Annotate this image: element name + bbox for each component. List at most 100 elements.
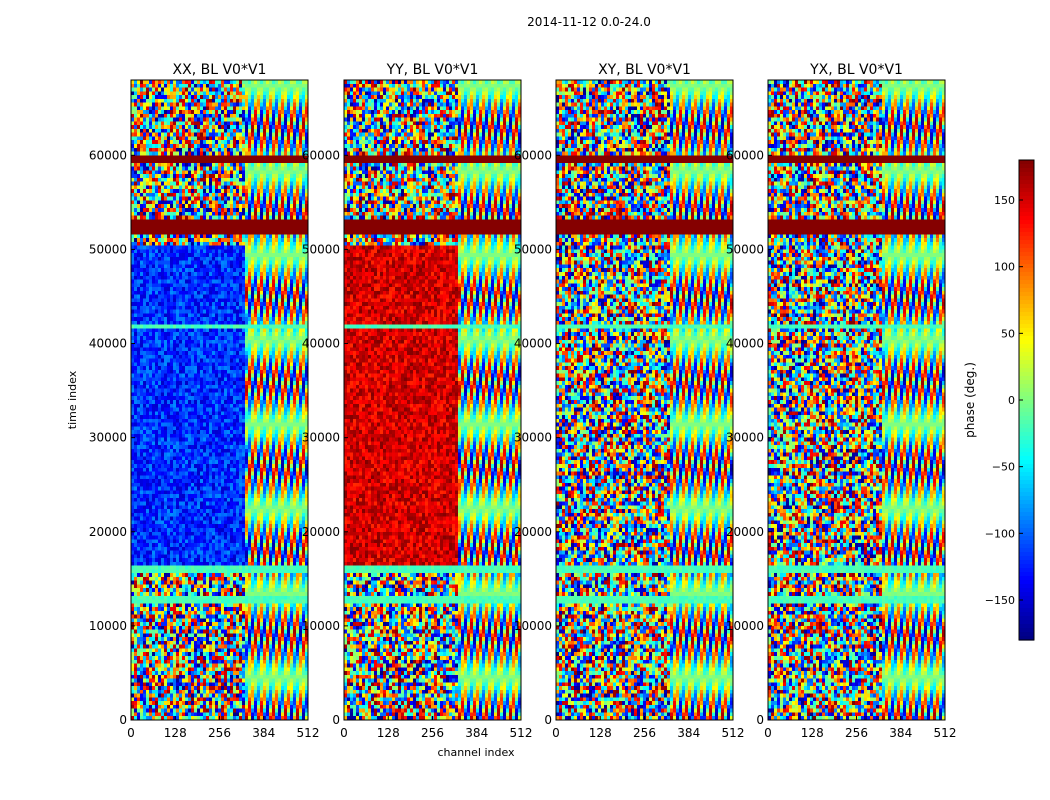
colorbar-segment [1019, 528, 1034, 533]
x-tick-label: 512 [297, 726, 320, 740]
colorbar-segment [1019, 480, 1034, 485]
panel-yx: YX, BL V0*V1 0 128 256 384 512 0 10000 20000 3000… [726, 62, 957, 740]
heatmap-xy [556, 80, 733, 720]
colorbar-segment [1019, 532, 1034, 537]
colorbar-segment [1019, 488, 1034, 493]
colorbar-segment [1019, 216, 1034, 221]
colorbar-segment [1019, 524, 1034, 529]
colorbar-segment [1019, 460, 1034, 465]
colorbar-segment [1019, 224, 1034, 229]
colorbar-segment [1019, 368, 1034, 373]
colorbar-segment [1019, 208, 1034, 213]
colorbar-segment [1019, 328, 1034, 333]
colorbar-segment [1019, 324, 1034, 329]
panel-xx: XX, BL V0*V1 0 128 256 384 512 0 10000 20000 3000… [89, 62, 320, 740]
colorbar-segment [1019, 580, 1034, 585]
y-tick-label: 30000 [89, 431, 127, 445]
colorbar-segment [1019, 496, 1034, 501]
colorbar-segment [1019, 244, 1034, 249]
colorbar-segment [1019, 612, 1034, 617]
colorbar-segment [1019, 624, 1034, 629]
colorbar-tick-label: 50 [1001, 327, 1015, 340]
colorbar-segment [1019, 268, 1034, 273]
colorbar-segment [1019, 540, 1034, 545]
heatmap-yy [344, 80, 521, 720]
colorbar-segment [1019, 544, 1034, 549]
panel-title: YX, BL V0*V1 [809, 62, 903, 78]
colorbar-segment [1019, 288, 1034, 293]
x-tick-label: 384 [677, 726, 700, 740]
colorbar-segment [1019, 200, 1034, 205]
x-tick-label: 0 [340, 726, 348, 740]
colorbar-segment [1019, 160, 1034, 165]
x-tick-label: 512 [722, 726, 745, 740]
y-tick-label: 10000 [514, 619, 552, 633]
colorbar-segment [1019, 504, 1034, 509]
x-tick-label: 256 [633, 726, 656, 740]
colorbar-segment [1019, 556, 1034, 561]
colorbar-segment [1019, 388, 1034, 393]
colorbar-segment [1019, 616, 1034, 621]
colorbar-segment [1019, 276, 1034, 281]
colorbar-tick-label: 0 [1008, 394, 1015, 407]
heatmap-xx [131, 80, 308, 720]
colorbar-segment [1019, 436, 1034, 441]
x-tick-label: 384 [252, 726, 275, 740]
colorbar-segment [1019, 340, 1034, 345]
y-tick-label: 0 [756, 713, 764, 727]
colorbar-segment [1019, 320, 1034, 325]
colorbar-tick-label: 100 [994, 261, 1015, 274]
colorbar-segment [1019, 508, 1034, 513]
colorbar-tick-label: 150 [994, 194, 1015, 207]
colorbar-segment [1019, 428, 1034, 433]
colorbar-segment [1019, 628, 1034, 633]
colorbar-segment [1019, 636, 1034, 641]
y-tick-label: 60000 [726, 148, 764, 162]
x-tick-label: 128 [164, 726, 187, 740]
y-tick-label: 30000 [514, 431, 552, 445]
colorbar-segment [1019, 220, 1034, 225]
y-tick-label: 0 [332, 713, 340, 727]
panel-yy: YY, BL V0*V1 0 128 256 384 512 0 10000 20000 3000… [302, 62, 533, 740]
x-tick-label: 128 [801, 726, 824, 740]
y-tick-label: 20000 [89, 525, 127, 539]
y-axis-label: time index [66, 370, 79, 429]
panel-title: XY, BL V0*V1 [598, 62, 691, 78]
colorbar-segment [1019, 452, 1034, 457]
colorbar-segment [1019, 492, 1034, 497]
x-axis-label: channel index [437, 746, 515, 759]
y-tick-label: 50000 [726, 242, 764, 256]
colorbar-segment [1019, 568, 1034, 573]
y-tick-label: 60000 [514, 148, 552, 162]
colorbar-segment [1019, 336, 1034, 341]
panel-title: XX, BL V0*V1 [173, 62, 267, 78]
x-tick-label: 0 [552, 726, 560, 740]
colorbar-segment [1019, 632, 1034, 637]
colorbar-segment [1019, 192, 1034, 197]
colorbar-segment [1019, 284, 1034, 289]
colorbar-segment [1019, 472, 1034, 477]
colorbar-segment [1019, 416, 1034, 421]
colorbar-segment [1019, 600, 1034, 605]
colorbar-segment [1019, 348, 1034, 353]
colorbar-segment [1019, 592, 1034, 597]
colorbar-segment [1019, 188, 1034, 193]
colorbar-segment [1019, 444, 1034, 449]
colorbar-segment [1019, 412, 1034, 417]
colorbar-segment [1019, 296, 1034, 301]
x-tick-label: 256 [421, 726, 444, 740]
colorbar-segment [1019, 168, 1034, 173]
x-tick-label: 128 [589, 726, 612, 740]
colorbar-segment [1019, 552, 1034, 557]
colorbar-segment [1019, 176, 1034, 181]
colorbar-segment [1019, 564, 1034, 569]
y-tick-label: 0 [544, 713, 552, 727]
colorbar-segment [1019, 304, 1034, 309]
colorbar-segment [1019, 196, 1034, 201]
panels: XX, BL V0*V1 0 128 256 384 512 0 10000 20000 3000… [89, 62, 957, 740]
colorbar-segment [1019, 572, 1034, 577]
colorbar-segment [1019, 364, 1034, 369]
x-tick-label: 128 [377, 726, 400, 740]
colorbar-segment [1019, 164, 1034, 169]
